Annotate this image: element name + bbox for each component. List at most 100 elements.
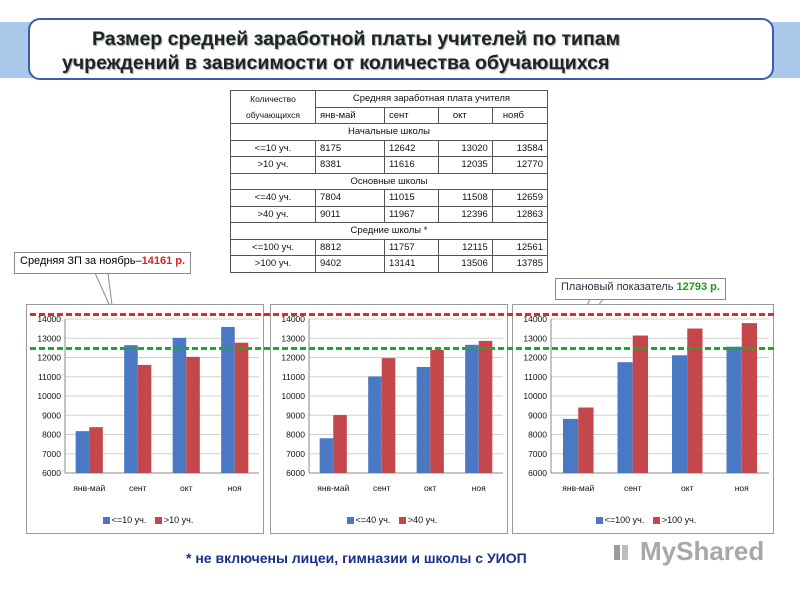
salary-table: Количество обучающихся Средняя заработна… (230, 90, 549, 273)
table-row: <=10 уч. 8175 12642 13020 13584 (230, 139, 549, 157)
legend-swatch (398, 517, 406, 524)
chart-legend: <=40 уч. >40 уч. (271, 515, 507, 525)
y-tick-label: 10000 (37, 391, 61, 401)
bar-series2 (430, 349, 444, 473)
logo: MyShared (640, 536, 765, 566)
plan-text: Плановый показатель (561, 281, 677, 293)
y-tick-label: 8000 (528, 430, 547, 440)
x-tick-label: ноя (472, 483, 486, 493)
table-row: <=40 уч. 7804 11015 11508 12659 (230, 189, 549, 207)
y-tick-label: 13000 (37, 333, 61, 343)
x-tick-label: ноя (735, 483, 749, 493)
chart-svg: 6000 7000 8000 9000 10000 11000 12000 13000 1400… (37, 314, 259, 493)
legend-label: <=40 уч. (355, 515, 391, 525)
bar-series1 (221, 327, 235, 473)
bar-series2 (381, 358, 396, 473)
plan-line (30, 347, 774, 350)
y-tick-label: 7000 (286, 449, 305, 459)
bar-series2 (741, 323, 758, 473)
bar-series1 (124, 345, 138, 473)
logo-icon (614, 545, 628, 560)
y-tick-label: 12000 (523, 353, 547, 363)
y-tick-label: 9000 (286, 410, 305, 420)
x-tick-label: янв-май (317, 483, 349, 493)
table-row: >100 уч. 9402 13141 13506 13785 (230, 255, 549, 273)
y-tick-label: 12000 (37, 353, 61, 363)
chart-svg: 6000 7000 8000 9000 10000 11000 12000 13000 1400… (523, 314, 769, 493)
y-tick-label: 11000 (524, 372, 547, 382)
y-tick-label: 13000 (281, 333, 305, 343)
bar-series1 (368, 376, 382, 473)
x-tick-label: окт (180, 483, 193, 493)
bar-series2 (186, 356, 200, 473)
bar-series1 (75, 431, 90, 473)
x-tick-label: янв-май (562, 483, 594, 493)
y-tick-label: 14000 (281, 314, 305, 324)
page-title-line2: учреждений в зависимости от количества о… (62, 52, 610, 74)
table-cell: 13506 (437, 255, 493, 273)
avg-salary-callout: Средняя ЗП за ноябрь–14161 р. (14, 252, 192, 274)
legend-label: <=100 уч. (604, 515, 645, 525)
x-tick-label: ноя (228, 483, 242, 493)
x-tick-label: окт (424, 483, 437, 493)
bar-series2 (632, 335, 649, 473)
x-tick-label: окт (681, 483, 694, 493)
y-tick-label: 8000 (42, 430, 61, 440)
plan-value: 12793 р. (676, 281, 720, 293)
legend-label: >10 уч. (163, 515, 194, 525)
legend-swatch (595, 517, 603, 524)
chart-basic-schools: 6000 7000 8000 9000 10000 11000 12000 13000 1400… (270, 304, 508, 534)
y-tick-label: 12000 (281, 353, 305, 363)
bar-series1 (319, 438, 334, 473)
y-tick-label: 7000 (528, 449, 547, 459)
bar-series2 (687, 328, 703, 473)
count-header: Количество обучающихся (230, 90, 316, 124)
legend-label: >100 уч. (661, 515, 697, 525)
table-cell: 13785 (491, 255, 549, 273)
page-title-line1: Размер средней заработной платы учителей… (92, 28, 621, 50)
legend-label: <=10 уч. (111, 515, 147, 525)
y-tick-label: 10000 (281, 391, 305, 401)
chart-primary-schools: 6000 7000 8000 9000 10000 11000 12000 13000 1400… (26, 304, 264, 534)
bar-series2 (333, 415, 347, 473)
x-tick-label: сент (129, 483, 147, 493)
bar-series2 (478, 340, 493, 473)
bar-series2 (578, 407, 594, 473)
bar-series1 (416, 366, 431, 473)
y-tick-label: 11000 (282, 372, 305, 382)
legend-swatch (154, 517, 162, 524)
bar-series1 (617, 362, 633, 473)
x-tick-label: сент (373, 483, 391, 493)
avg-salary-value: 14161 р. (141, 255, 186, 267)
chart-svg: 6000 7000 8000 9000 10000 11000 12000 13000 1400… (281, 314, 503, 493)
bar-series1 (562, 418, 579, 473)
y-tick-label: 10000 (523, 391, 547, 401)
chart-secondary-schools: 6000 7000 8000 9000 10000 11000 12000 13000 1400… (512, 304, 774, 534)
y-tick-label: 13000 (523, 333, 547, 343)
y-tick-label: 11000 (38, 372, 61, 382)
bar-series1 (172, 337, 187, 473)
bar-series2 (137, 364, 152, 473)
legend-swatch (346, 517, 354, 524)
bar-series1 (465, 344, 479, 473)
chart-legend: <=100 уч. >100 уч. (513, 515, 773, 525)
y-tick-label: 14000 (37, 314, 61, 324)
period-header: нояб (491, 106, 549, 124)
y-tick-label: 6000 (528, 468, 547, 478)
x-tick-label: янв-май (73, 483, 105, 493)
bar-series2 (89, 427, 103, 473)
plan-callout: Плановый показатель 12793 р. (555, 278, 726, 300)
x-tick-label: сент (624, 483, 642, 493)
y-tick-label: 9000 (42, 410, 61, 420)
avg-salary-line (30, 313, 774, 316)
y-tick-label: 9000 (528, 410, 547, 420)
y-tick-label: 6000 (42, 468, 61, 478)
row-label: >100 уч. (230, 255, 316, 273)
legend-swatch (102, 517, 110, 524)
y-tick-label: 7000 (42, 449, 61, 459)
title-box (28, 18, 774, 80)
table-row: >10 уч. 8381 11616 12035 12770 (230, 156, 549, 174)
legend-label: >40 уч. (407, 515, 438, 525)
y-tick-label: 8000 (286, 430, 305, 440)
avg-salary-text: Средняя ЗП за ноябрь– (20, 255, 142, 267)
